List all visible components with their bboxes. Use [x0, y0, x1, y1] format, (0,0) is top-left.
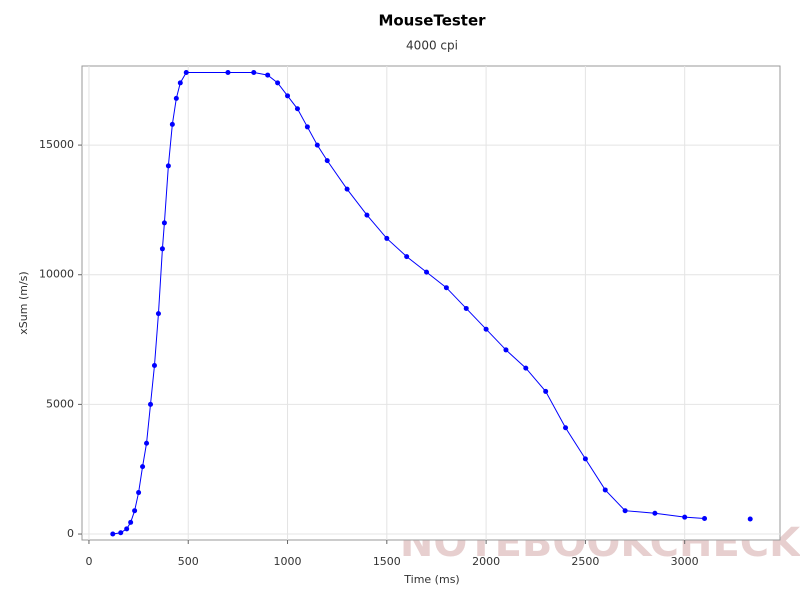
chart-title: MouseTester	[378, 12, 486, 30]
x-tick-label: 3000	[671, 555, 699, 568]
data-point	[463, 305, 469, 311]
data-point	[173, 95, 179, 101]
data-point	[384, 235, 390, 241]
data-point	[602, 487, 608, 493]
data-point	[159, 246, 165, 252]
data-point	[132, 508, 138, 514]
data-point	[503, 347, 509, 353]
data-point	[165, 163, 171, 169]
data-point	[304, 124, 310, 130]
data-point	[563, 425, 569, 431]
data-point	[702, 515, 708, 521]
data-point	[128, 519, 134, 525]
x-tick-label: 2000	[472, 555, 500, 568]
y-axis-label: xSum (m/s)	[17, 271, 30, 334]
data-point	[483, 326, 489, 332]
data-point	[161, 220, 167, 226]
data-point	[294, 106, 300, 112]
data-point	[747, 516, 753, 522]
data-point	[265, 72, 271, 78]
x-tick-label: 0	[85, 555, 92, 568]
data-point	[344, 186, 350, 192]
data-point	[324, 158, 330, 164]
data-point	[275, 80, 281, 86]
data-point	[622, 508, 628, 514]
data-point	[443, 285, 449, 291]
data-point	[424, 269, 430, 275]
data-point	[110, 531, 116, 537]
x-axis-label: Time (ms)	[403, 573, 459, 586]
data-point	[682, 514, 688, 520]
data-point	[151, 362, 157, 368]
data-point	[169, 121, 175, 127]
x-tick-label: 1500	[373, 555, 401, 568]
x-tick-label: 1000	[274, 555, 302, 568]
data-point	[543, 388, 549, 394]
data-point	[136, 490, 142, 496]
data-point	[523, 365, 529, 371]
data-point	[144, 440, 150, 446]
data-point	[155, 311, 161, 317]
data-point	[225, 69, 231, 75]
y-tick-label: 10000	[39, 268, 74, 281]
data-point	[124, 526, 130, 532]
x-tick-label: 2500	[571, 555, 599, 568]
data-point	[652, 510, 658, 516]
data-point	[285, 93, 291, 99]
plot-area	[81, 65, 781, 541]
data-point	[183, 69, 189, 75]
data-point	[314, 142, 320, 148]
x-tick-label: 500	[178, 555, 199, 568]
data-point	[140, 464, 146, 470]
data-point	[118, 530, 124, 536]
y-tick-label: 5000	[46, 397, 74, 410]
data-point	[364, 212, 370, 218]
data-point	[148, 401, 154, 407]
data-point	[404, 254, 410, 260]
data-point	[177, 80, 183, 86]
data-point	[582, 456, 588, 462]
data-point	[251, 69, 257, 75]
y-tick-label: 15000	[39, 138, 74, 151]
y-tick-label: 0	[67, 527, 74, 540]
chart-subtitle: 4000 cpi	[406, 39, 458, 53]
